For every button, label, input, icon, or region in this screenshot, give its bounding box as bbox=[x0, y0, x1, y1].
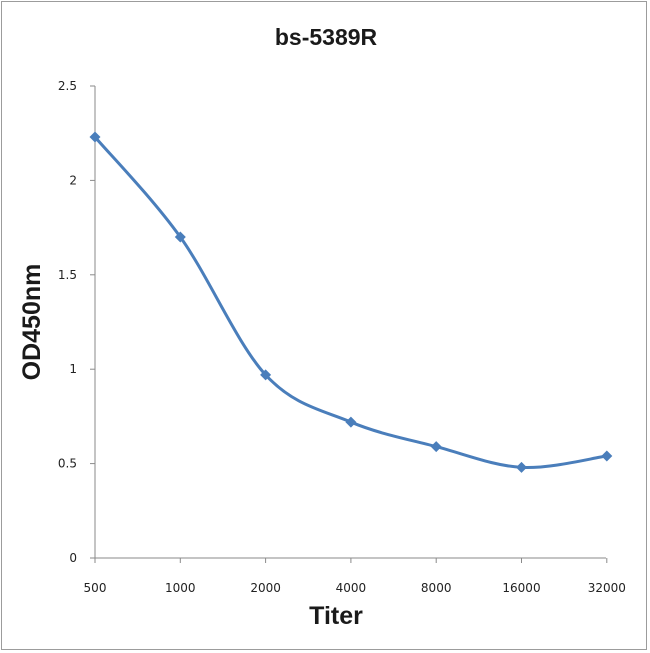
x-tick-label: 16000 bbox=[502, 581, 540, 595]
y-tick-label: 2.5 bbox=[58, 79, 77, 93]
data-point-marker bbox=[260, 369, 272, 381]
data-point-marker bbox=[601, 450, 613, 462]
series-layer bbox=[89, 131, 613, 473]
data-point-marker bbox=[89, 131, 101, 143]
y-tick-label: 0.5 bbox=[58, 457, 77, 471]
y-axis-ticks: 0 0.5 1 1.5 2 2.5 bbox=[58, 79, 95, 565]
data-point-marker bbox=[430, 441, 442, 453]
x-tick-label: 500 bbox=[84, 581, 107, 595]
x-axis-label: Titer bbox=[309, 602, 363, 630]
y-tick-label: 1 bbox=[69, 362, 77, 376]
data-point-marker bbox=[345, 416, 357, 428]
y-tick-label: 0 bbox=[69, 551, 77, 565]
y-tick-label: 1.5 bbox=[58, 268, 77, 282]
chart-title: bs-5389R bbox=[275, 24, 378, 50]
y-tick-label: 2 bbox=[69, 173, 77, 187]
x-axis-ticks: 500 1000 2000 4000 8000 16000 32000 bbox=[84, 558, 626, 595]
data-point-marker bbox=[516, 461, 527, 473]
x-tick-label: 32000 bbox=[588, 581, 626, 595]
x-tick-label: 8000 bbox=[421, 581, 452, 595]
data-point-marker bbox=[174, 231, 186, 243]
x-tick-label: 1000 bbox=[165, 581, 196, 595]
x-tick-label: 4000 bbox=[336, 581, 367, 595]
y-axis-label: OD450nm bbox=[18, 264, 46, 381]
x-tick-label: 2000 bbox=[250, 581, 281, 595]
